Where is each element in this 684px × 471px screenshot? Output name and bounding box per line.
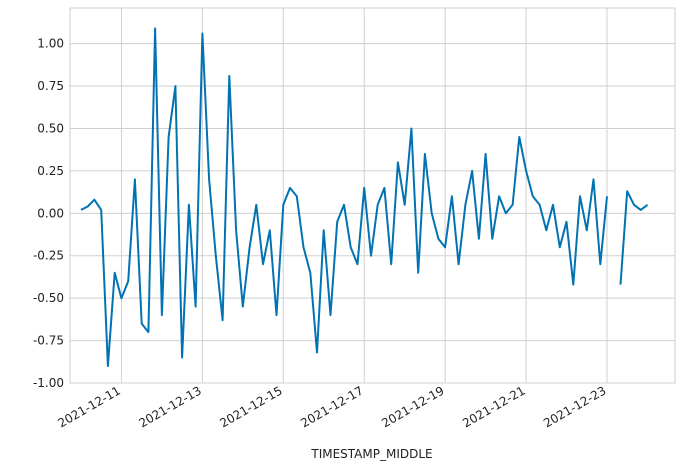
x-axis-label: TIMESTAMP_MIDDLE	[310, 447, 432, 461]
plot-frame	[69, 7, 676, 384]
y-tick-label: 0.50	[37, 121, 64, 135]
x-tick-label: 2021-12-11	[56, 383, 123, 430]
y-tick-label: -0.75	[33, 334, 64, 348]
x-tick-label: 2021-12-23	[541, 383, 608, 430]
y-tick-label: 0.75	[37, 79, 64, 93]
x-tick-label: 2021-12-15	[217, 383, 284, 430]
data-line	[80, 27, 649, 367]
y-tick-label: -0.25	[33, 249, 64, 263]
x-tick-label: 2021-12-21	[460, 383, 527, 430]
x-tick-label: 2021-12-17	[298, 383, 365, 430]
y-tick-label: 0.00	[37, 206, 64, 220]
x-tick-label: 2021-12-19	[379, 383, 446, 430]
y-tick-label: -0.50	[33, 291, 64, 305]
y-tick-label: -1.00	[33, 376, 64, 390]
y-tick-label: 0.25	[37, 164, 64, 178]
y-tick-label: 1.00	[37, 37, 64, 51]
x-tick-label: 2021-12-13	[136, 383, 203, 430]
